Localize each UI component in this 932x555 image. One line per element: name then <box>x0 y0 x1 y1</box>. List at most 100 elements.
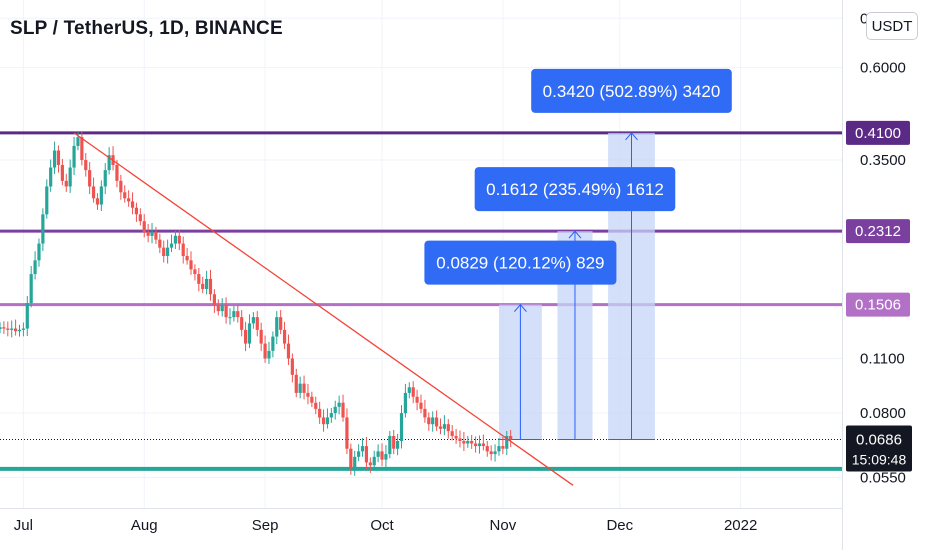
candle-body <box>185 255 189 261</box>
candle-body <box>232 311 236 318</box>
y-tick-label: 0.0800 <box>860 405 906 422</box>
measure-arrow-head <box>625 132 638 141</box>
candle-body <box>247 323 252 344</box>
x-tick-label: Nov <box>490 517 517 534</box>
candle-body <box>271 336 275 351</box>
candle-body <box>189 260 193 270</box>
candle-body <box>376 451 380 457</box>
candle-body <box>329 413 333 418</box>
x-tick-label: Jul <box>14 517 33 534</box>
candle-body <box>485 446 489 452</box>
candle-body <box>423 408 427 418</box>
candle-body <box>115 165 119 181</box>
candle-body <box>197 274 201 284</box>
candle-body <box>41 214 45 244</box>
candle-body <box>341 402 345 418</box>
candle-body <box>321 417 326 425</box>
candle-body <box>10 328 14 330</box>
candle-body <box>434 417 439 427</box>
candle-body <box>310 396 314 403</box>
candle-body <box>130 201 135 208</box>
x-tick-label: 2022 <box>724 517 757 534</box>
candle-body <box>345 417 349 449</box>
candle-body <box>458 438 462 441</box>
candle-body <box>150 232 154 236</box>
trendline <box>73 132 574 486</box>
candle-body <box>415 396 419 403</box>
x-tick-label: Sep <box>252 517 279 534</box>
candle-body <box>294 374 298 393</box>
candle-body <box>236 311 240 318</box>
candle-body <box>290 358 294 375</box>
y-tick-label: 0.3500 <box>860 152 906 169</box>
candle-body <box>470 440 474 444</box>
candle-body <box>251 317 255 324</box>
candle-body <box>103 170 107 187</box>
candle-body <box>325 417 330 425</box>
candle-body <box>17 329 22 332</box>
candle-body <box>481 443 485 447</box>
currency-unit-button[interactable]: USDT <box>866 12 918 40</box>
candle-body <box>282 329 287 344</box>
candle-body <box>419 402 423 409</box>
candle-body <box>411 387 415 397</box>
candle-body <box>298 383 302 393</box>
candle-body <box>403 392 408 414</box>
candle-body <box>68 167 72 187</box>
candle-body <box>220 305 224 312</box>
level-price-label: 0.4100 <box>855 125 901 142</box>
candle-body <box>158 239 162 248</box>
candle-body <box>138 214 142 222</box>
level-price-badge <box>846 292 910 317</box>
candle-body <box>427 417 431 425</box>
candle-body <box>360 446 365 452</box>
candle-body <box>88 170 92 187</box>
candle-body <box>0 327 2 329</box>
candle-body <box>380 451 384 460</box>
measure-arrow-head <box>514 303 527 312</box>
candle-body <box>224 305 228 318</box>
candle-body <box>462 440 466 444</box>
candle-body <box>372 456 376 466</box>
candle-body <box>45 186 49 215</box>
candle-body <box>107 155 111 171</box>
candle-body <box>208 278 213 295</box>
candle-body <box>407 387 411 393</box>
measure-label-text: 0.0829 (120.12%) 829 <box>436 254 604 273</box>
last-price-badge <box>846 425 912 472</box>
y-tick-label: 0.0550 <box>860 469 906 486</box>
candle-body <box>286 343 291 359</box>
candle-body <box>13 328 18 332</box>
candle-body <box>493 451 497 455</box>
candle-body <box>263 343 267 359</box>
candle-body <box>509 436 513 440</box>
candle-body <box>489 451 493 455</box>
x-tick-label: Oct <box>370 517 394 534</box>
candle-body <box>267 350 271 359</box>
candle-body <box>368 462 372 466</box>
candle-body <box>333 406 337 414</box>
candle-body <box>119 180 123 193</box>
candle-body <box>349 448 353 469</box>
x-tick-label: Aug <box>131 517 158 534</box>
candle-body <box>181 243 185 256</box>
candle-body <box>442 424 446 429</box>
candle-body <box>392 436 396 449</box>
level-price-badge <box>846 120 910 145</box>
level-price-label: 0.1506 <box>855 297 901 314</box>
candle-body <box>37 243 41 261</box>
candle-body <box>364 446 369 463</box>
candle-body <box>64 180 68 187</box>
candle-body <box>279 317 283 330</box>
candle-body <box>99 186 103 205</box>
candle-body <box>127 198 131 202</box>
measure-label-box <box>424 240 617 285</box>
candle-body <box>201 283 205 289</box>
candle-body <box>146 232 150 236</box>
candle-body <box>134 207 139 215</box>
candle-body <box>95 198 100 205</box>
candle-body <box>216 305 220 312</box>
candle-body <box>52 150 57 168</box>
